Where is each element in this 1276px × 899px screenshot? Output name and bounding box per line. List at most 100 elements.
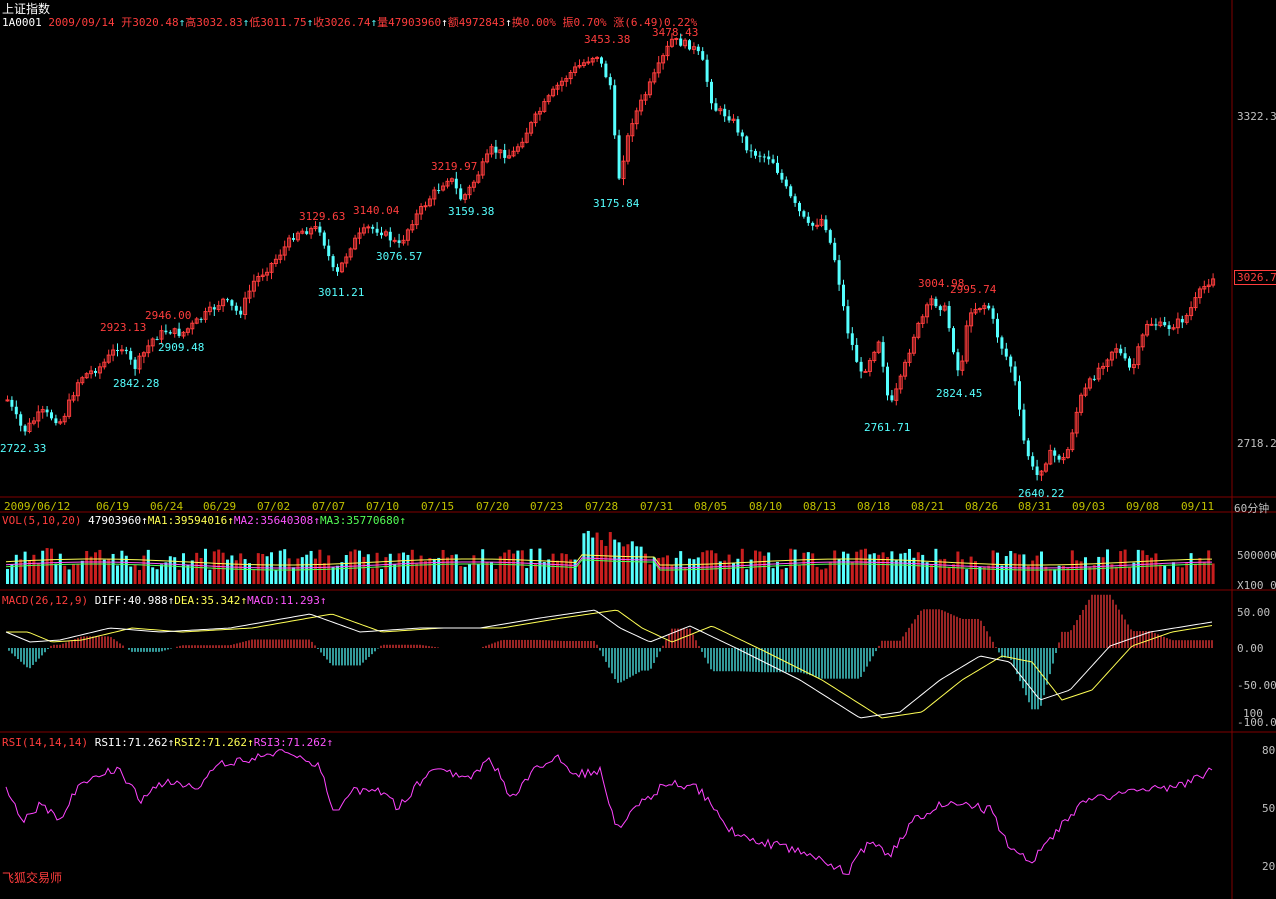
price-candle [150, 338, 155, 347]
price-candle [1074, 411, 1079, 434]
volume-bar [850, 562, 854, 584]
volume-bar [1026, 565, 1030, 584]
price-candle [405, 229, 410, 241]
volume-bar [19, 559, 23, 584]
macd-dea-line [6, 609, 1213, 719]
volume-bar [76, 563, 80, 584]
up-arrow-icon: ↑ [227, 514, 234, 527]
price-candle [1184, 315, 1189, 323]
volume-bar [10, 564, 14, 584]
volume-bar [947, 567, 951, 584]
price-candle [348, 248, 353, 258]
volume-bar [322, 563, 326, 584]
volume-indicator-name[interactable]: VOL(5,10,20) [2, 514, 82, 527]
price-candle [313, 226, 318, 230]
volume-bar [630, 541, 634, 584]
volume-bar [1211, 563, 1215, 584]
price-candle [292, 238, 295, 240]
price-candle [339, 262, 344, 273]
period-label[interactable]: 60分钟 [1234, 502, 1270, 515]
price-candle [537, 110, 542, 115]
volume-bar [930, 564, 933, 584]
price-candle [586, 61, 591, 64]
high-price-annotation: 3140.04 [353, 204, 400, 217]
volume-ma2: MA2:35640308 [233, 514, 314, 527]
price-candle [1039, 470, 1044, 476]
price-candle [419, 206, 424, 215]
price-candle [1140, 334, 1145, 348]
price-candle [375, 228, 379, 233]
volume-bar [124, 555, 128, 584]
volume-bar [864, 548, 867, 584]
volume-bar [454, 554, 458, 584]
volume-bar [969, 556, 973, 584]
price-candle [952, 328, 955, 353]
volume-bar [582, 533, 586, 584]
up-arrow-icon: ↑ [319, 594, 327, 607]
volume-bar [1000, 565, 1004, 584]
price-candle [300, 230, 305, 234]
price-candle [855, 344, 859, 362]
date-axis-label: 08/18 [857, 500, 891, 513]
price-candle [846, 306, 850, 334]
price-candle [546, 95, 551, 103]
price-candle [859, 361, 863, 372]
low-price-annotation: 2824.45 [936, 387, 983, 400]
price-candle [977, 308, 982, 311]
volume-bar [736, 558, 740, 584]
price-candle [806, 216, 810, 223]
volume-bar [806, 552, 810, 584]
volume-bar [1132, 562, 1136, 584]
volume-bar [767, 552, 771, 584]
volume-bar [560, 553, 564, 584]
volume-bar [1167, 568, 1171, 584]
price-candle [1057, 455, 1061, 460]
price-candle [133, 359, 137, 369]
price-candle [705, 59, 709, 82]
quote-high: 高3032.83 [185, 16, 243, 29]
volume-bar [142, 555, 146, 584]
macd-indicator-name[interactable]: MACD(26,12,9) [2, 594, 89, 607]
price-candle [1083, 387, 1088, 396]
date-axis-label: 06/24 [150, 500, 184, 513]
volume-bar [151, 567, 155, 584]
volume-bar [890, 551, 894, 584]
rsi-indicator-name[interactable]: RSI(14,14,14) [2, 736, 89, 749]
price-candle [1065, 449, 1070, 459]
price-candle [75, 382, 80, 397]
price-candle [1079, 394, 1084, 413]
price-candle [199, 318, 203, 320]
price-candle [767, 156, 771, 160]
volume-bar [771, 568, 775, 584]
price-candle [247, 290, 252, 299]
price-candle [837, 260, 841, 285]
price-candle [1105, 359, 1110, 367]
price-candle [736, 119, 740, 133]
price-candle [621, 160, 626, 180]
volume-bar [459, 566, 463, 584]
price-candle [872, 351, 877, 362]
volume-bar [1114, 566, 1118, 584]
macd-diff: DIFF:40.988 [94, 594, 168, 607]
price-candle [1048, 449, 1053, 465]
date-axis-label: 06/29 [203, 500, 237, 513]
price-candle [1211, 278, 1216, 286]
price-candle [494, 146, 498, 153]
volume-bar [529, 548, 533, 584]
volume-bar [1066, 567, 1070, 584]
rsi-axis-label: 50 [1262, 802, 1276, 815]
price-candle [529, 122, 534, 134]
price-candle [397, 240, 401, 243]
high-price-annotation: 3219.97 [431, 160, 478, 173]
volume-bar [129, 566, 133, 584]
price-candle [71, 395, 76, 401]
date-axis-label: 08/10 [749, 500, 783, 513]
price-candle [996, 318, 999, 338]
high-price-annotation: 2995.74 [950, 283, 997, 296]
volume-bar [230, 555, 234, 584]
volume-bar [1202, 561, 1206, 584]
price-candle [269, 263, 274, 273]
volume-bar [507, 549, 511, 584]
volume-bar [960, 559, 964, 584]
